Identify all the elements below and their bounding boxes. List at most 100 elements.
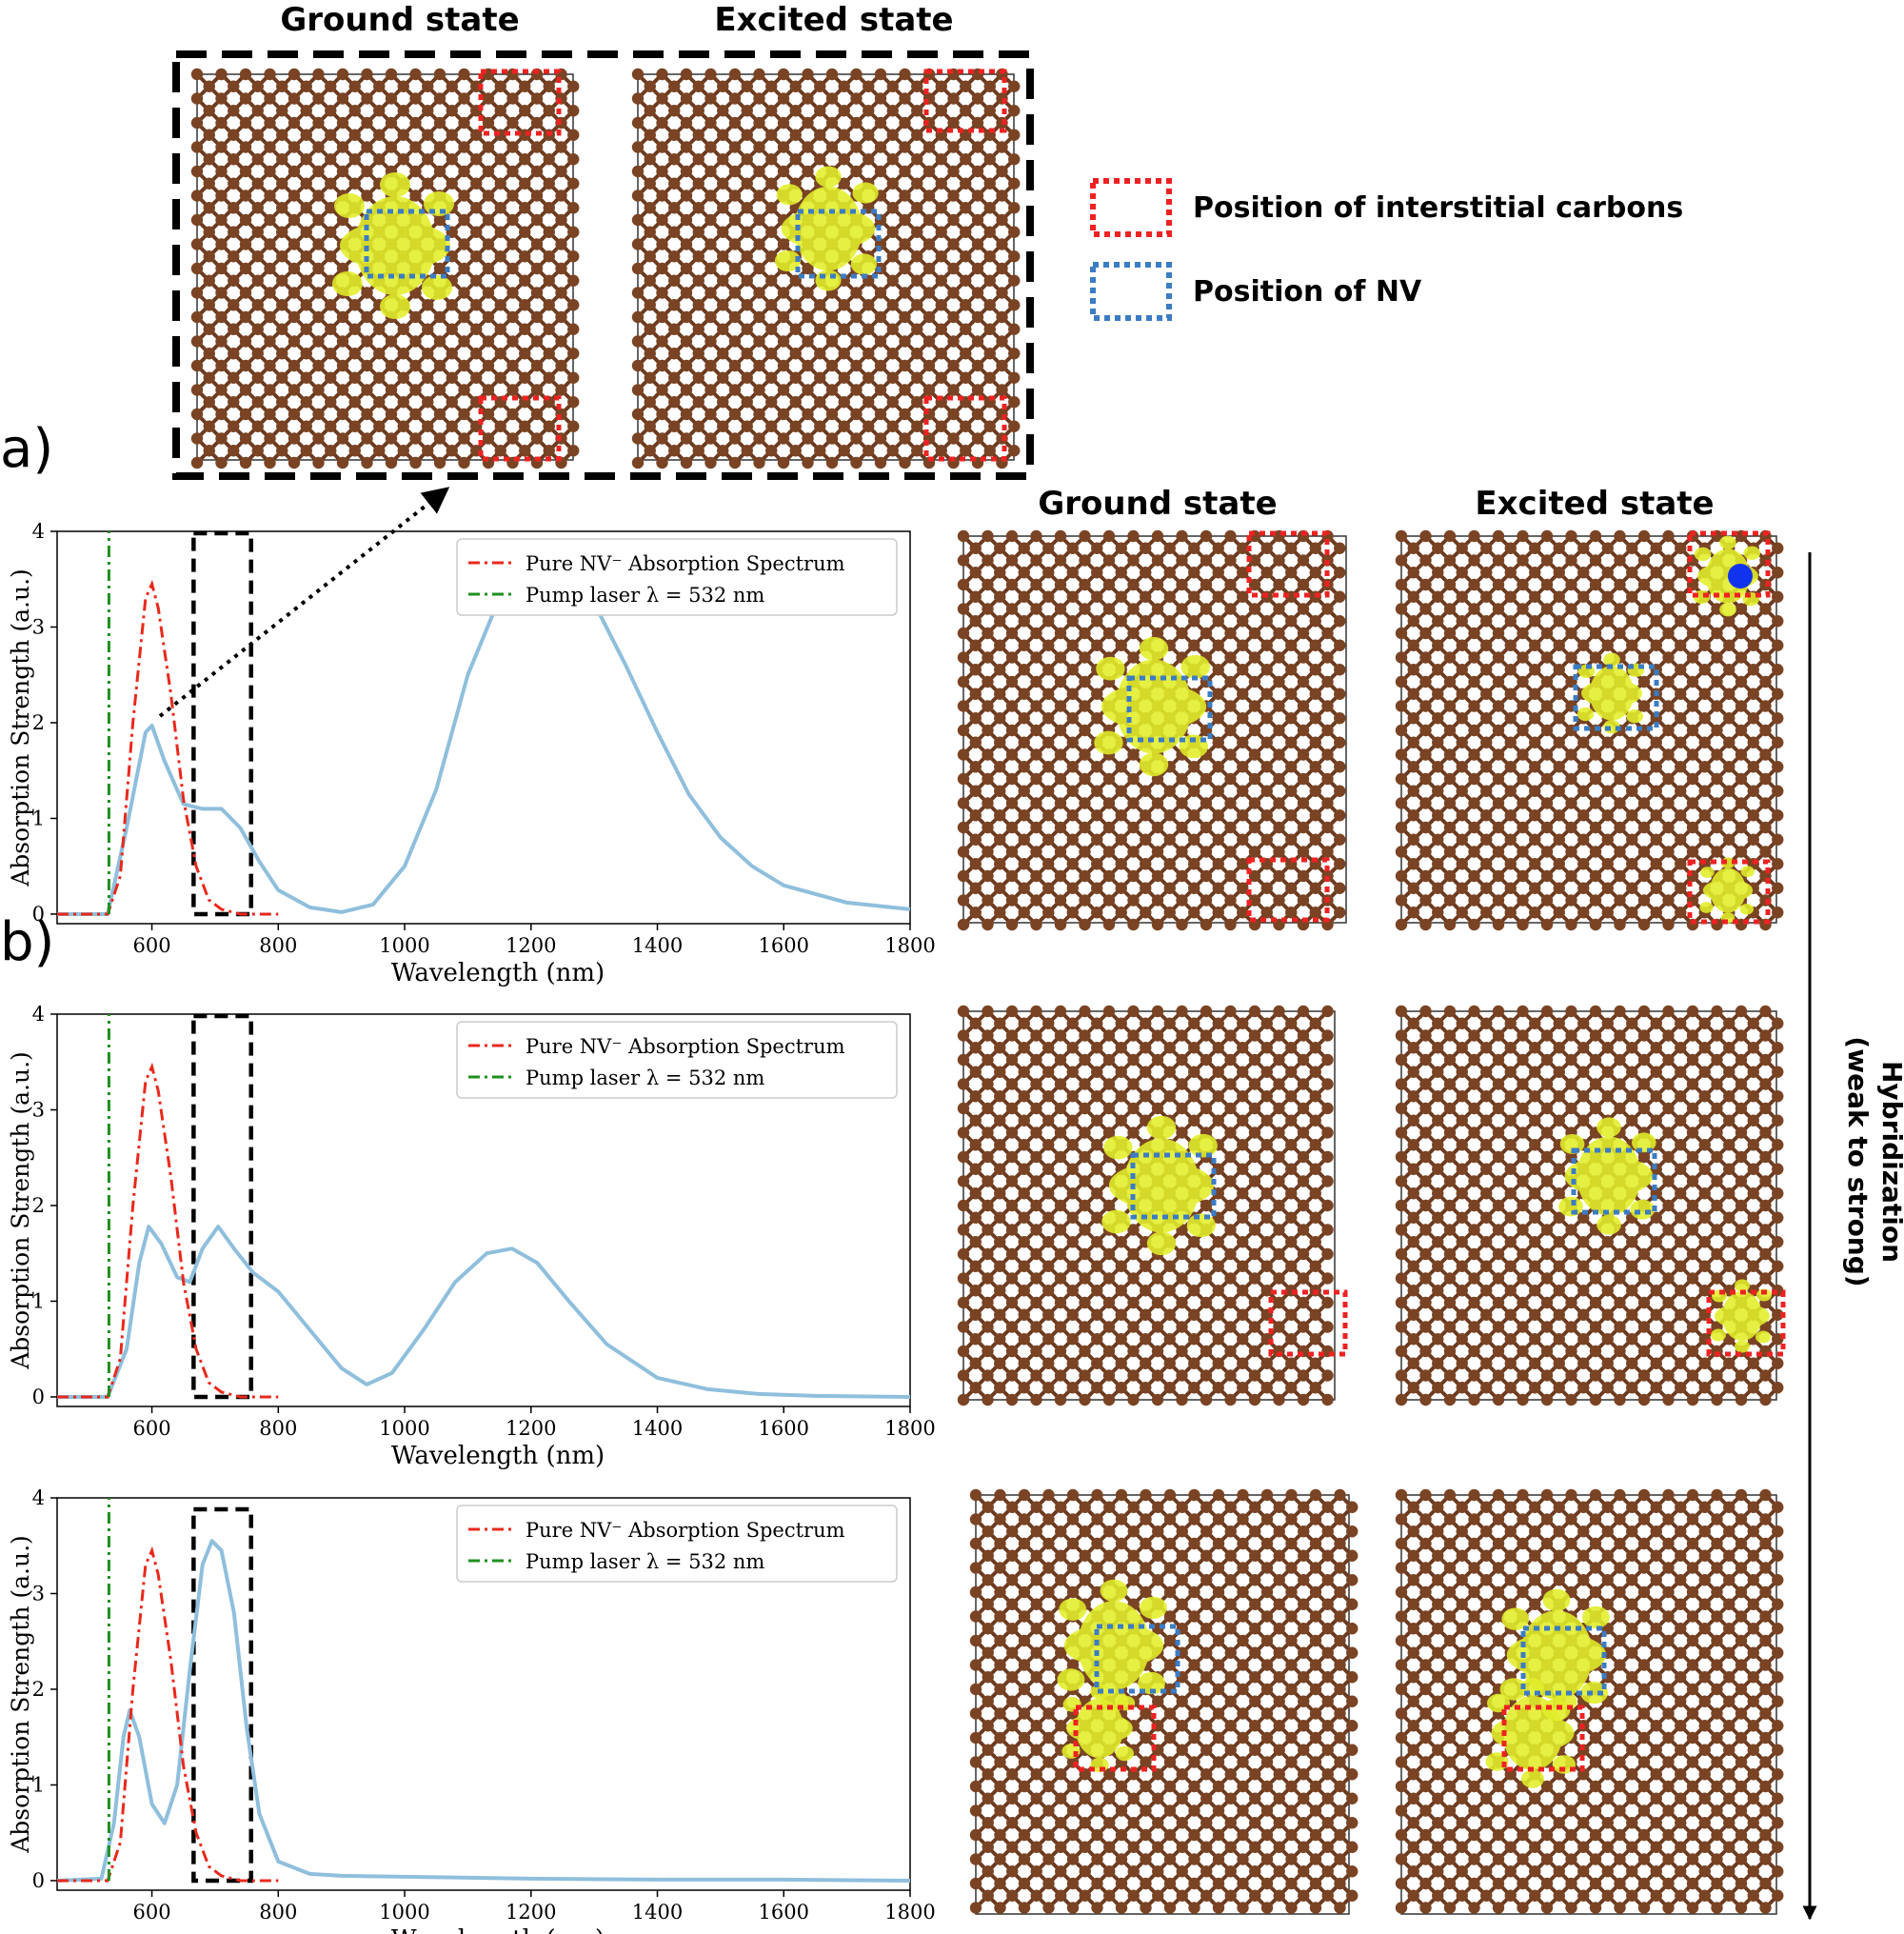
carbon-atom: [1662, 1804, 1675, 1817]
carbon-atom: [994, 1139, 1006, 1151]
carbon-atom: [1735, 748, 1748, 761]
carbon-atom: [1614, 1321, 1626, 1333]
carbon-atom: [1480, 1744, 1493, 1756]
carbon-atom: [336, 408, 349, 421]
carbon-atom: [680, 213, 693, 227]
carbon-atom: [433, 68, 446, 81]
carbon-atom: [1091, 1382, 1103, 1394]
carbon-atom: [1456, 1865, 1468, 1878]
carbon-atom: [656, 92, 668, 105]
carbon-atom: [1698, 1549, 1711, 1562]
carbon-atom: [947, 384, 960, 396]
carbon-atom: [1589, 1321, 1602, 1333]
carbon-atom: [802, 384, 814, 396]
carbon-atom: [470, 153, 483, 166]
carbon-atom: [1176, 1005, 1188, 1018]
pure-nv-spectrum-line: [57, 1545, 279, 1883]
carbon-atom: [1054, 554, 1067, 567]
carbon-atom: [631, 165, 645, 178]
carbon-atom: [1321, 1841, 1334, 1853]
carbon-atom: [1711, 1634, 1723, 1647]
carbon-atom: [215, 92, 228, 105]
carbon-atom: [1042, 615, 1055, 628]
carbon-atom: [1054, 1102, 1067, 1115]
carbon-atom: [1151, 918, 1164, 931]
carbon-atom: [1698, 688, 1711, 700]
carbon-atom: [1747, 1501, 1759, 1513]
y-tick-label: 2: [32, 1194, 45, 1217]
carbon-atom: [994, 1382, 1006, 1394]
carbon-atom: [1273, 1623, 1285, 1635]
carbon-atom: [1637, 1562, 1651, 1574]
carbon-atom: [1517, 1005, 1529, 1018]
carbon-atom: [1321, 1549, 1334, 1562]
carbon-atom: [494, 445, 506, 457]
carbon-atom: [1504, 1501, 1517, 1513]
carbon-atom: [1079, 1272, 1091, 1285]
carbon-atom: [1260, 1285, 1273, 1297]
carbon-atom: [1407, 1525, 1419, 1538]
carbon-atom: [1079, 748, 1091, 761]
orbital-isosurface: [332, 172, 454, 319]
carbon-atom: [971, 92, 984, 105]
carbon-atom: [1237, 1187, 1249, 1200]
carbon-atom: [1456, 590, 1468, 603]
carbon-atom: [1151, 1102, 1164, 1115]
carbon-atom: [1675, 1646, 1687, 1659]
carbon-atom: [1079, 700, 1091, 712]
carbon-atom: [1334, 1488, 1346, 1502]
carbon-atom: [1468, 529, 1480, 543]
carbon-atom: [922, 310, 936, 324]
carbon-atom: [1309, 1211, 1321, 1224]
carbon-atom: [1030, 1078, 1042, 1090]
carbon-atom: [1772, 1260, 1784, 1272]
carbon-atom: [1675, 639, 1687, 651]
carbon-atom: [1091, 1236, 1103, 1248]
carbon-atom: [1723, 1865, 1735, 1878]
carbon-atom: [1735, 603, 1748, 615]
carbon-atom: [1115, 1853, 1128, 1865]
highlight-dashed-box: [191, 1506, 254, 1884]
carbon-atom: [680, 116, 693, 130]
carbon-atom: [1529, 858, 1541, 870]
carbon-atom: [994, 1333, 1006, 1346]
carbon-atom: [397, 80, 409, 92]
carbon-atom: [190, 116, 204, 130]
carbon-atom: [494, 299, 506, 311]
carbon-atom: [519, 177, 531, 189]
carbon-atom: [1248, 1150, 1261, 1164]
carbon-atom: [1529, 1841, 1541, 1853]
carbon-atom: [957, 1247, 970, 1261]
carbon-atom: [1419, 1537, 1432, 1550]
carbon-atom: [325, 420, 337, 432]
carbon-atom: [1042, 1683, 1055, 1696]
carbon-atom: [1443, 1345, 1457, 1358]
carbon-atom: [1188, 1731, 1200, 1745]
carbon-atom: [1419, 603, 1432, 615]
carbon-atom: [1637, 1513, 1651, 1525]
carbon-atom: [969, 567, 982, 579]
carbon-atom: [1273, 1671, 1285, 1684]
carbon-atom: [1260, 1585, 1274, 1599]
carbon-atom: [1273, 1150, 1285, 1164]
carbon-atom: [1517, 627, 1529, 640]
carbon-atom: [1529, 1865, 1541, 1878]
carbon-atom: [1443, 1756, 1457, 1768]
carbon-atom: [1601, 1260, 1614, 1272]
carbon-atom: [1091, 712, 1103, 725]
carbon-atom: [935, 274, 947, 287]
carbon-atom: [1650, 615, 1662, 628]
carbon-atom: [1492, 651, 1505, 664]
carbon-atom: [1248, 748, 1261, 761]
carbon-atom: [1432, 1720, 1444, 1732]
carbon-atom: [1212, 1260, 1224, 1272]
carbon-atom: [717, 177, 729, 189]
carbon-atom: [728, 287, 742, 299]
carbon-atom: [1346, 1865, 1359, 1878]
carbon-atom: [1140, 1731, 1152, 1745]
carbon-atom: [446, 177, 458, 189]
carbon-atom: [1055, 1623, 1067, 1635]
carbon-atom: [1151, 578, 1164, 591]
carbon-atom: [239, 141, 252, 153]
carbon-atom: [1103, 1792, 1116, 1804]
